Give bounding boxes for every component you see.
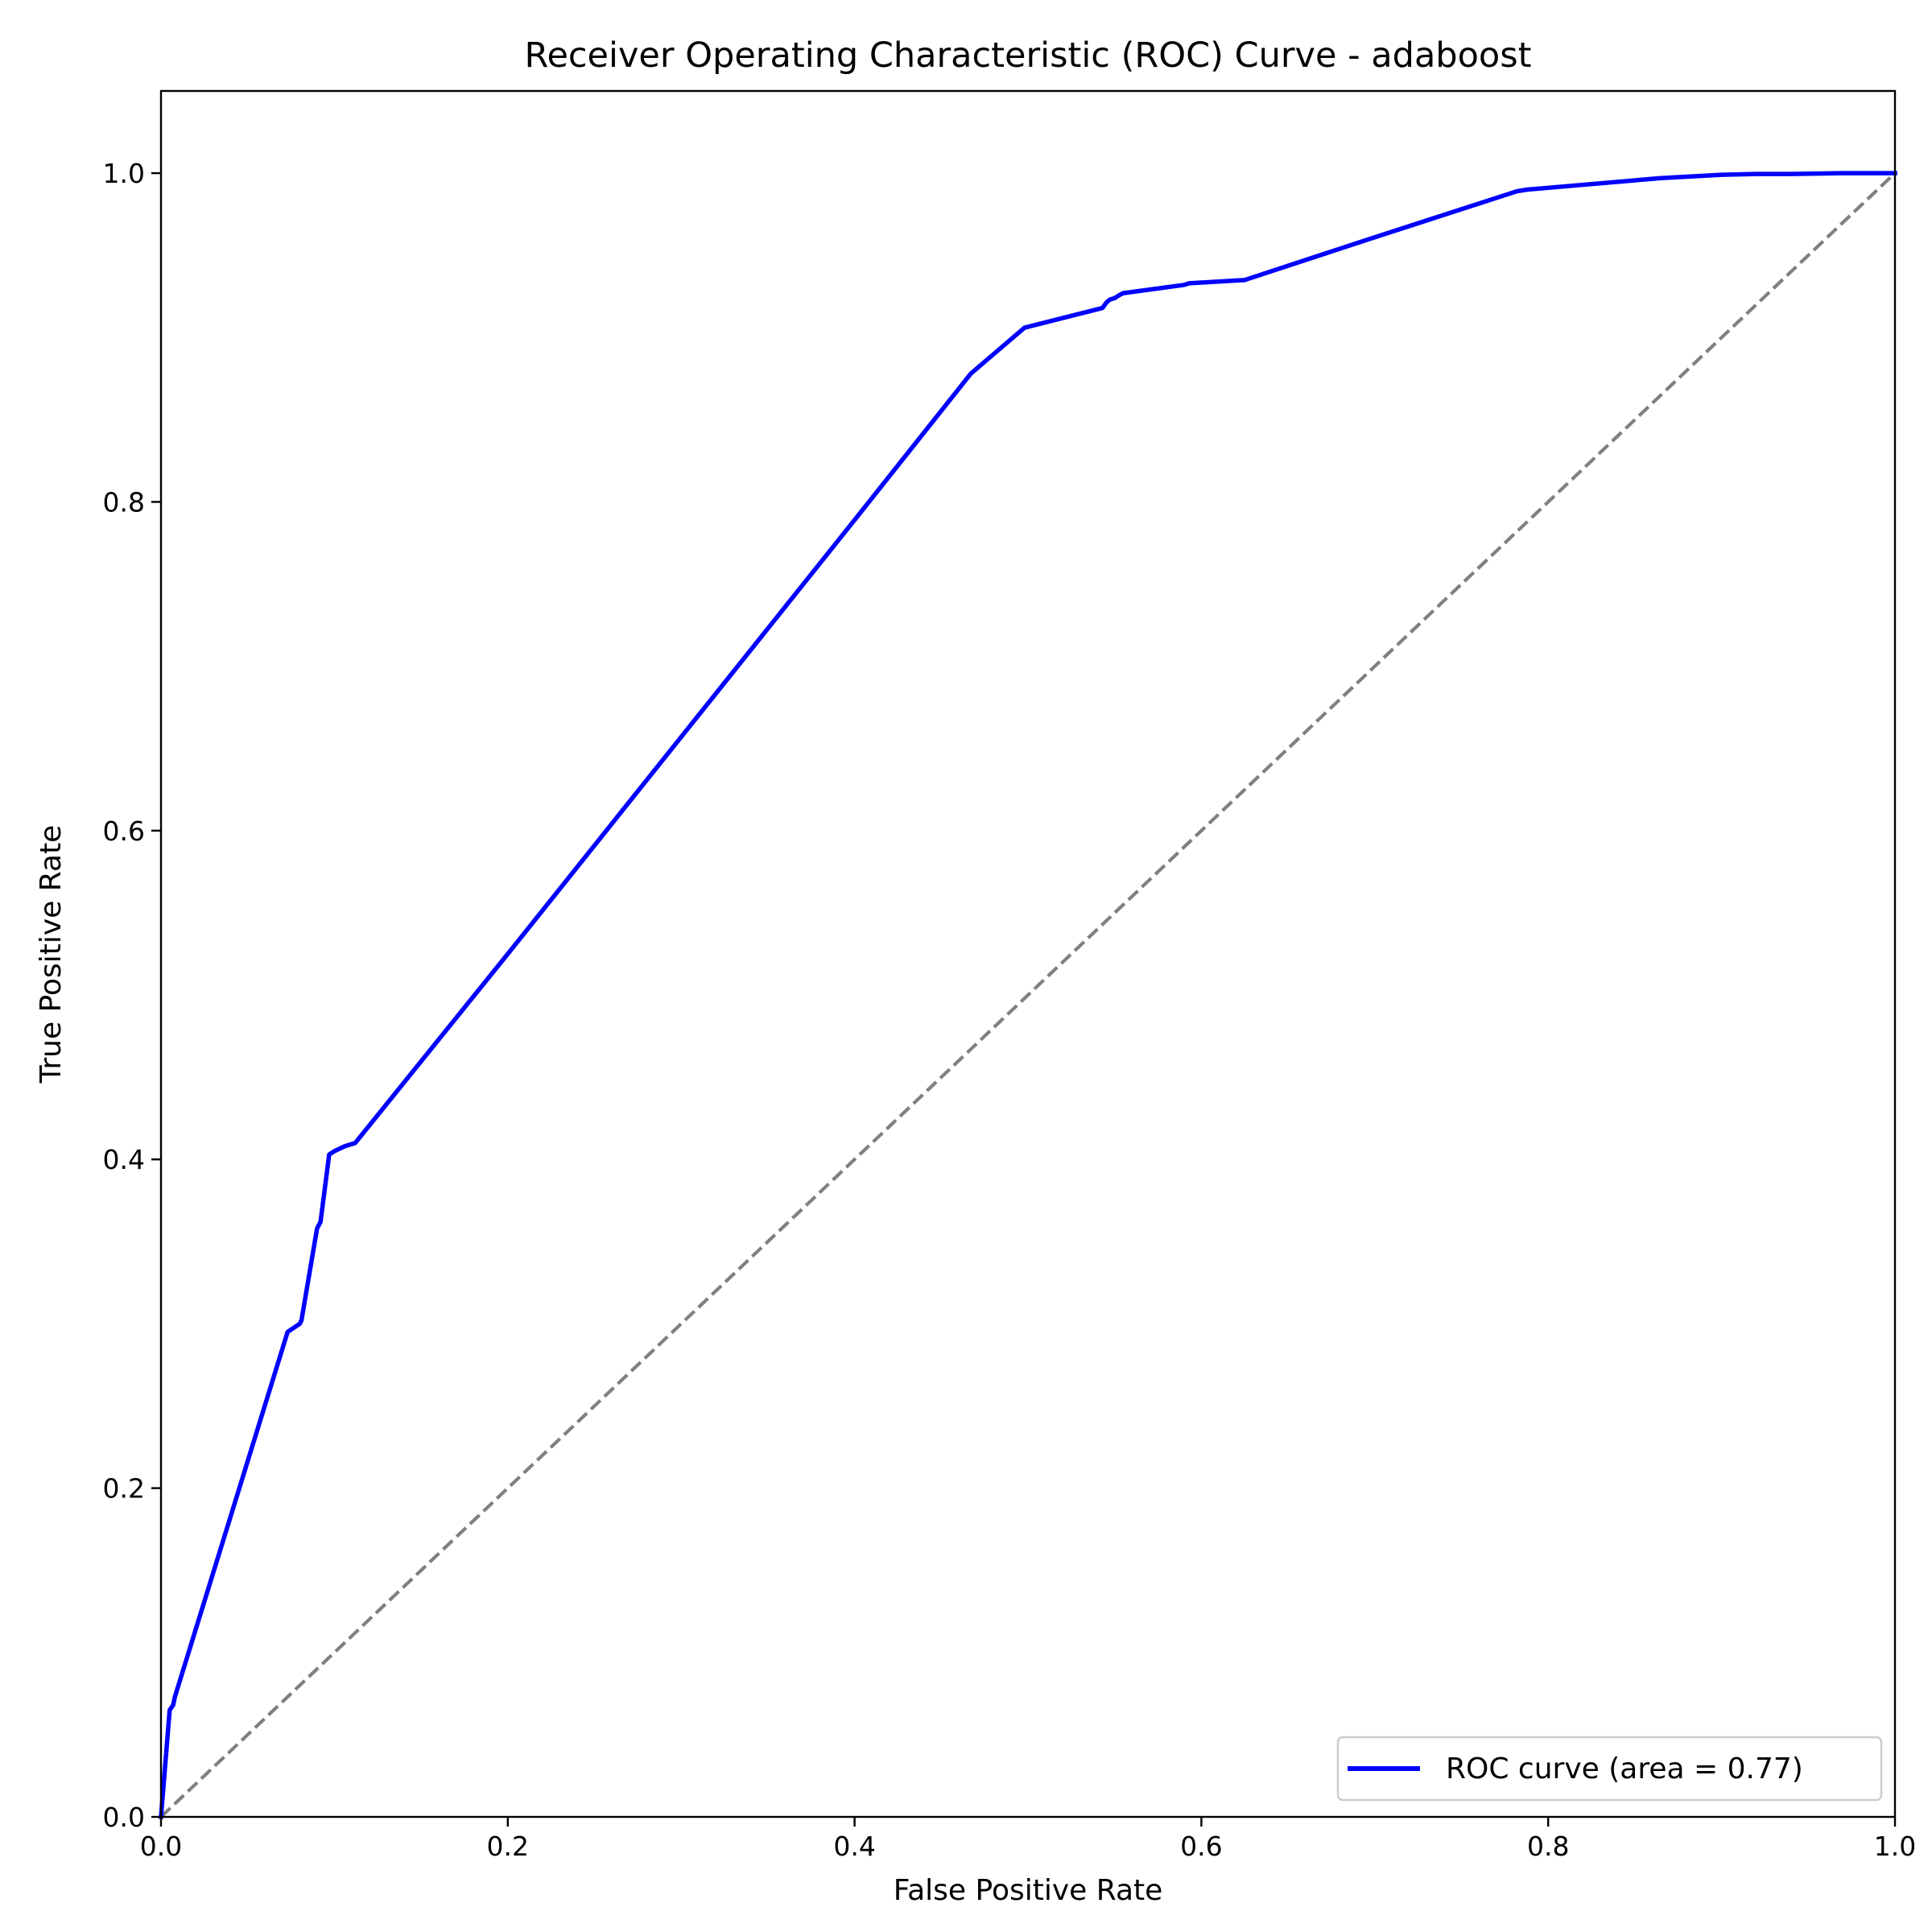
legend-box [1336, 1736, 1883, 1802]
y-tick-label: 0.0 [103, 1802, 145, 1833]
x-axis-label: False Positive Rate [894, 1874, 1163, 1907]
y-tick-label: 0.6 [103, 815, 145, 847]
x-axis: 0.0 0.2 0.4 0.6 0.8 1.0 [140, 1817, 1916, 1862]
series-layer [159, 171, 1897, 1819]
x-tick-label: 0.6 [1180, 1831, 1222, 1862]
x-tick-label: 0.0 [140, 1831, 182, 1862]
legend: ROC curve (area = 0.77) [1336, 1736, 1883, 1802]
y-axis-label: True Positive Rate [35, 825, 68, 1084]
chart-title: Receiver Operating Characteristic (ROC) … [525, 35, 1532, 76]
chance-diagonal-line [159, 171, 1897, 1818]
y-tick-label: 0.4 [103, 1144, 145, 1175]
y-tick-label: 0.8 [103, 486, 145, 518]
x-tick-label: 0.8 [1527, 1831, 1569, 1862]
x-tick-label: 1.0 [1874, 1831, 1916, 1862]
y-tick-label: 1.0 [103, 158, 145, 189]
x-tick-label: 0.4 [833, 1831, 875, 1862]
plot-area-frame [159, 89, 1897, 1818]
y-axis: 0.0 0.2 0.4 0.6 0.8 1.0 [103, 158, 161, 1833]
y-tick-label: 0.2 [103, 1473, 145, 1505]
x-tick-label: 0.2 [487, 1831, 529, 1862]
legend-entry-roc-curve: ROC curve (area = 0.77) [1446, 1752, 1803, 1785]
roc-curve-line [159, 171, 1897, 1819]
